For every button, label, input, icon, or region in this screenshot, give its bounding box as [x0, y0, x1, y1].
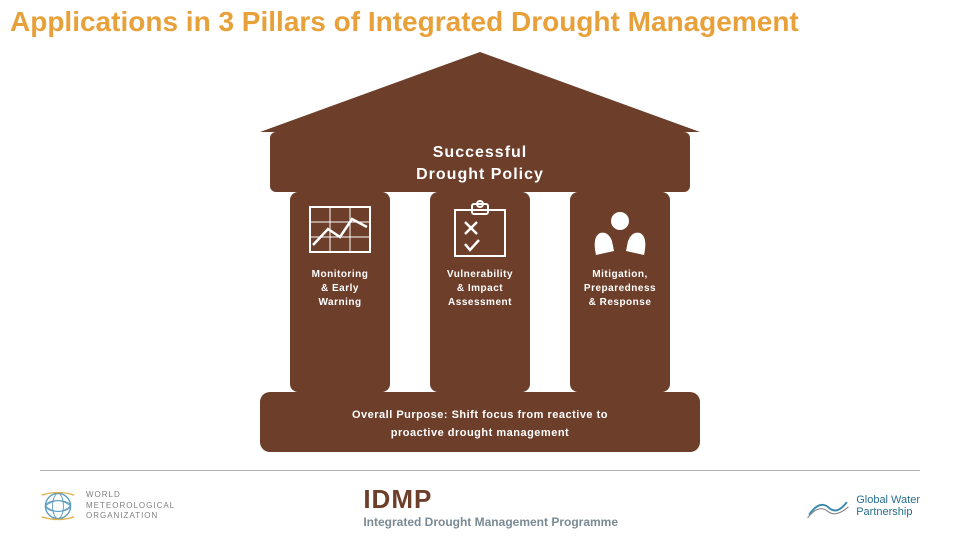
footer-divider: [40, 470, 920, 471]
pillar-1-label-3: Warning: [318, 297, 361, 308]
footer: WORLD METEOROLOGICAL ORGANIZATION IDMP I…: [40, 478, 920, 534]
pillar-3-label-3: & Response: [589, 297, 652, 308]
pillars-diagram: Successful Drought Policy Monitoring & E…: [240, 52, 720, 462]
base-text-2: proactive drought management: [391, 427, 569, 439]
gwp-line-1: Global Water: [856, 494, 920, 506]
gwp-logo: Global Water Partnership: [806, 491, 920, 521]
roof-shape: [260, 52, 700, 132]
idmp-subtitle: Integrated Drought Management Programme: [363, 515, 618, 529]
wmo-line-3: ORGANIZATION: [86, 511, 175, 521]
roof-text-2: Drought Policy: [416, 166, 544, 183]
wmo-line-2: METEOROLOGICAL: [86, 501, 175, 511]
slide: Applications in 3 Pillars of Integrated …: [0, 0, 960, 540]
slide-title: Applications in 3 Pillars of Integrated …: [10, 6, 950, 38]
gwp-wave-icon: [806, 491, 850, 521]
base-text-1: Overall Purpose: Shift focus from reacti…: [352, 409, 608, 421]
gwp-line-2: Partnership: [856, 506, 920, 518]
wmo-line-1: WORLD: [86, 490, 175, 500]
pillar-1-label-1: Monitoring: [312, 269, 369, 280]
pillar-3-label-1: Mitigation,: [592, 269, 648, 280]
pillar-3: Mitigation, Preparedness & Response: [570, 192, 670, 392]
pillar-2: Vulnerability & Impact Assessment: [430, 192, 530, 392]
pillar-1-label-2: & Early: [321, 283, 359, 294]
pillar-1: Monitoring & Early Warning: [290, 192, 390, 392]
wmo-globe-icon: [40, 488, 76, 524]
pillar-2-label-3: Assessment: [448, 297, 512, 308]
wmo-text: WORLD METEOROLOGICAL ORGANIZATION: [86, 490, 175, 521]
wmo-logo: WORLD METEOROLOGICAL ORGANIZATION: [40, 488, 175, 524]
pillar-2-label-2: & Impact: [457, 283, 503, 294]
idmp-logo: IDMP Integrated Drought Management Progr…: [363, 484, 618, 529]
roof-text-1: Successful: [433, 144, 527, 161]
gwp-text: Global Water Partnership: [856, 494, 920, 518]
roof-band: [270, 132, 690, 192]
pillar-3-label-2: Preparedness: [584, 283, 656, 294]
pillar-2-label-1: Vulnerability: [447, 269, 513, 280]
idmp-acronym: IDMP: [363, 484, 618, 515]
base-shape: [260, 392, 700, 452]
